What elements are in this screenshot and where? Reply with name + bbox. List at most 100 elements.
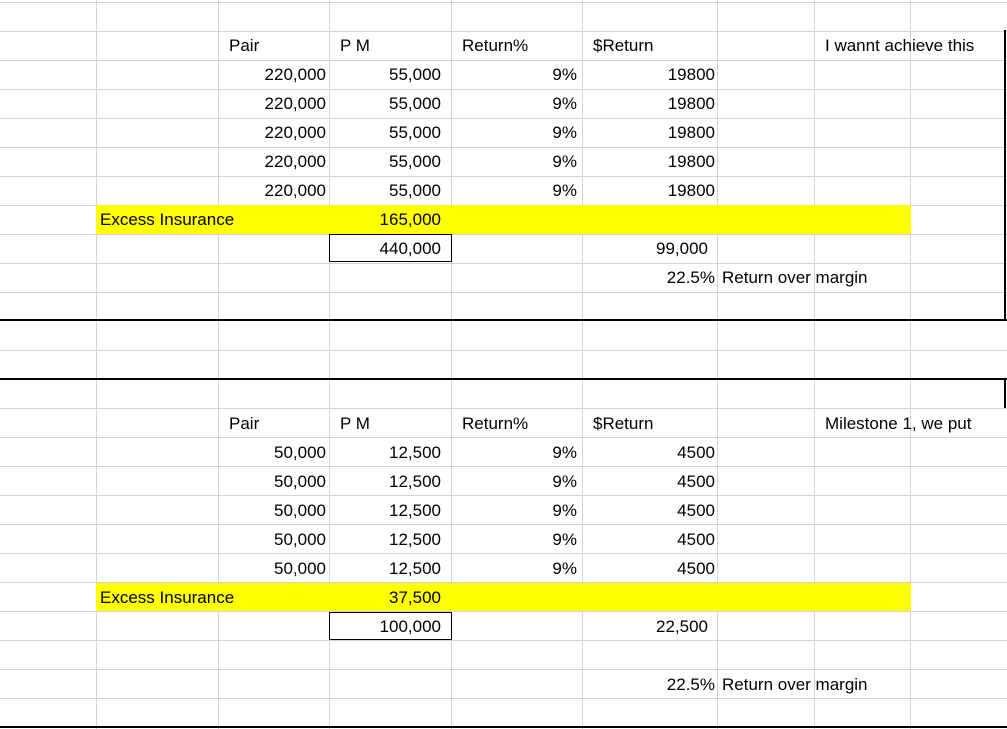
header-pair[interactable]: Pair (229, 36, 260, 55)
gridline (0, 263, 1007, 264)
gridline (0, 437, 1007, 438)
total-pm[interactable]: 100,000 (379, 617, 441, 636)
return-pct-cell[interactable]: 9% (552, 559, 577, 578)
gridline (0, 466, 1007, 467)
note-cell[interactable]: Milestone 1, we put (825, 414, 972, 433)
pm-cell[interactable]: 55,000 (389, 152, 441, 171)
pm-cell[interactable]: 12,500 (389, 559, 441, 578)
pair-cell[interactable]: 50,000 (274, 501, 326, 520)
gridline (0, 495, 1007, 496)
gridline (329, 0, 330, 729)
header-return-pct[interactable]: Return% (462, 414, 529, 433)
gridline (0, 408, 1007, 409)
return-dollar-cell[interactable]: 4500 (677, 472, 715, 491)
gridline (0, 553, 1007, 554)
gridline (0, 147, 1007, 148)
gridline (717, 0, 718, 729)
pm-cell[interactable]: 12,500 (389, 472, 441, 491)
return-ratio[interactable]: 22.5% (666, 268, 715, 287)
pair-cell[interactable]: 50,000 (274, 530, 326, 549)
section-border (0, 378, 1007, 380)
return-pct-cell[interactable]: 9% (552, 530, 577, 549)
excess-insurance-value[interactable]: 165,000 (379, 210, 441, 229)
header-return-dollar[interactable]: $Return (593, 36, 654, 55)
section-border (0, 319, 1007, 321)
total-pm[interactable]: 440,000 (379, 239, 441, 258)
return-dollar-cell[interactable]: 19800 (667, 65, 715, 84)
return-dollar-cell[interactable]: 4500 (677, 443, 715, 462)
gridline (814, 0, 815, 729)
gridline (910, 0, 911, 729)
return-dollar-cell[interactable]: 4500 (677, 559, 715, 578)
return-dollar-cell[interactable]: 19800 (667, 152, 715, 171)
pm-cell[interactable]: 55,000 (389, 65, 441, 84)
gridline (218, 0, 219, 729)
return-dollar-cell[interactable]: 19800 (667, 181, 715, 200)
return-dollar-cell[interactable]: 4500 (677, 530, 715, 549)
return-dollar-cell[interactable]: 19800 (667, 123, 715, 142)
total-pm-box (329, 234, 452, 262)
pm-cell[interactable]: 12,500 (389, 443, 441, 462)
total-pm-box (329, 612, 452, 640)
return-dollar-cell[interactable]: 4500 (677, 501, 715, 520)
return-pct-cell[interactable]: 9% (552, 472, 577, 491)
pm-cell[interactable]: 12,500 (389, 501, 441, 520)
gridline (0, 31, 1007, 32)
gridline (96, 0, 97, 729)
pair-cell[interactable]: 50,000 (274, 443, 326, 462)
pm-cell[interactable]: 12,500 (389, 530, 441, 549)
gridline (0, 582, 1007, 583)
pair-cell[interactable]: 220,000 (264, 94, 326, 113)
pair-cell[interactable]: 220,000 (264, 65, 326, 84)
gridline (0, 669, 1007, 670)
pm-cell[interactable]: 55,000 (389, 123, 441, 142)
section-border (0, 726, 1007, 728)
pair-cell[interactable]: 50,000 (274, 559, 326, 578)
gridline (0, 118, 1007, 119)
gridline (0, 89, 1007, 90)
return-dollar-cell[interactable]: 19800 (667, 94, 715, 113)
header-pm[interactable]: P M (340, 36, 370, 55)
section-border (1004, 378, 1006, 408)
gridline (0, 350, 1007, 351)
excess-insurance-label[interactable]: Excess Insurance (100, 588, 235, 607)
return-ratio-label[interactable]: Return over margin (722, 675, 868, 694)
total-return[interactable]: 22,500 (656, 617, 708, 636)
gridline (451, 0, 452, 729)
gridline (0, 2, 1007, 3)
pair-cell[interactable]: 220,000 (264, 152, 326, 171)
total-return[interactable]: 99,000 (656, 239, 708, 258)
pm-cell[interactable]: 55,000 (389, 181, 441, 200)
gridline (0, 234, 1007, 235)
header-return-pct[interactable]: Return% (462, 36, 529, 55)
pm-cell[interactable]: 55,000 (389, 94, 441, 113)
return-ratio-label[interactable]: Return over margin (722, 268, 868, 287)
gridline (0, 292, 1007, 293)
header-pair[interactable]: Pair (229, 414, 260, 433)
gridline (0, 611, 1007, 612)
return-pct-cell[interactable]: 9% (552, 443, 577, 462)
gridline (0, 60, 1007, 61)
header-pm[interactable]: P M (340, 414, 370, 433)
gridline (0, 640, 1007, 641)
excess-insurance-label[interactable]: Excess Insurance (100, 210, 235, 229)
return-pct-cell[interactable]: 9% (552, 123, 577, 142)
return-pct-cell[interactable]: 9% (552, 94, 577, 113)
pair-cell[interactable]: 50,000 (274, 472, 326, 491)
return-pct-cell[interactable]: 9% (552, 65, 577, 84)
return-pct-cell[interactable]: 9% (552, 501, 577, 520)
excess-insurance-value[interactable]: 37,500 (389, 588, 441, 607)
header-return-dollar[interactable]: $Return (593, 414, 654, 433)
pair-cell[interactable]: 220,000 (264, 123, 326, 142)
gridline (0, 176, 1007, 177)
pair-cell[interactable]: 220,000 (264, 181, 326, 200)
return-pct-cell[interactable]: 9% (552, 181, 577, 200)
note-cell[interactable]: I wannt achieve this (825, 36, 975, 55)
excess-insurance-highlight (96, 583, 911, 611)
section-border (1004, 30, 1006, 320)
gridline (0, 698, 1007, 699)
return-ratio[interactable]: 22.5% (666, 675, 715, 694)
gridline (0, 524, 1007, 525)
return-pct-cell[interactable]: 9% (552, 152, 577, 171)
